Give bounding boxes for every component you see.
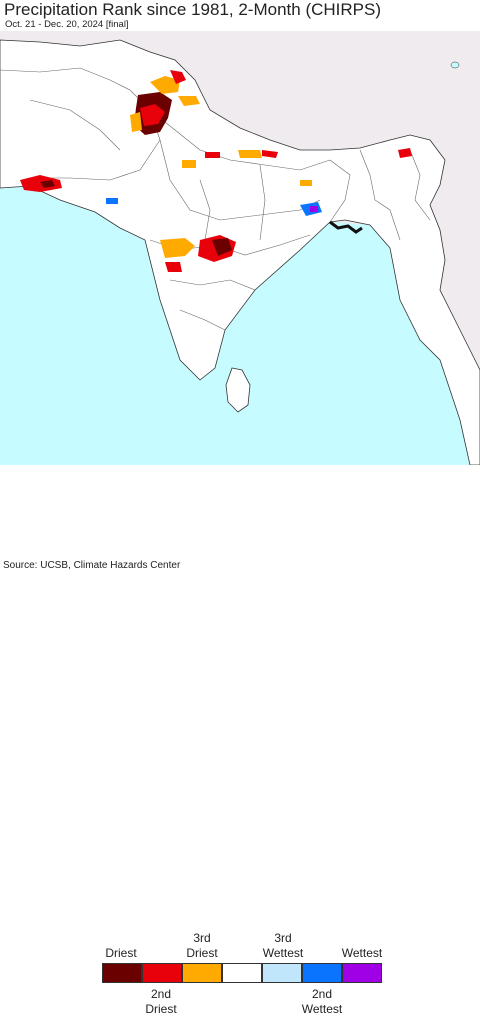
legend-label-2nd-wettest: 2nd Wettest — [301, 987, 343, 1016]
map-title: Precipitation Rank since 1981, 2-Month (… — [4, 0, 381, 19]
admin-borders — [0, 67, 431, 331]
legend-swatch-2nd-driest — [142, 963, 182, 983]
legend-label-3rd-wettest: 3rd Wettest — [262, 931, 304, 960]
ocean — [0, 186, 470, 465]
legend-swatch-3rd-wettest — [262, 963, 302, 983]
south-asia-landmass — [0, 39, 480, 465]
legend-swatch-normal — [222, 963, 262, 983]
wet-anomalies — [106, 198, 322, 216]
lake — [450, 61, 460, 69]
precipitation-rank-map — [0, 31, 480, 465]
legend-swatch-2nd-wettest — [302, 963, 342, 983]
source-credit: Source: UCSB, Climate Hazards Center — [3, 560, 181, 571]
legend-swatch-driest — [102, 963, 142, 983]
legend-label-driest: Driest — [105, 946, 137, 960]
legend: Driest 3rd Driest 3rd Wettest Wettest 2n… — [0, 465, 480, 1016]
legend-swatch-3rd-driest — [182, 963, 222, 983]
legend-label-3rd-driest: 3rd Driest — [186, 931, 218, 960]
legend-swatch-wettest — [342, 963, 382, 983]
legend-label-2nd-driest: 2nd Driest — [145, 987, 177, 1016]
sri-lanka — [225, 367, 251, 413]
map-subtitle: Oct. 21 - Dec. 20, 2024 [final] — [5, 19, 129, 30]
dry-anomalies — [20, 70, 412, 272]
delta-coast — [329, 220, 363, 234]
legend-label-wettest: Wettest — [341, 946, 383, 960]
